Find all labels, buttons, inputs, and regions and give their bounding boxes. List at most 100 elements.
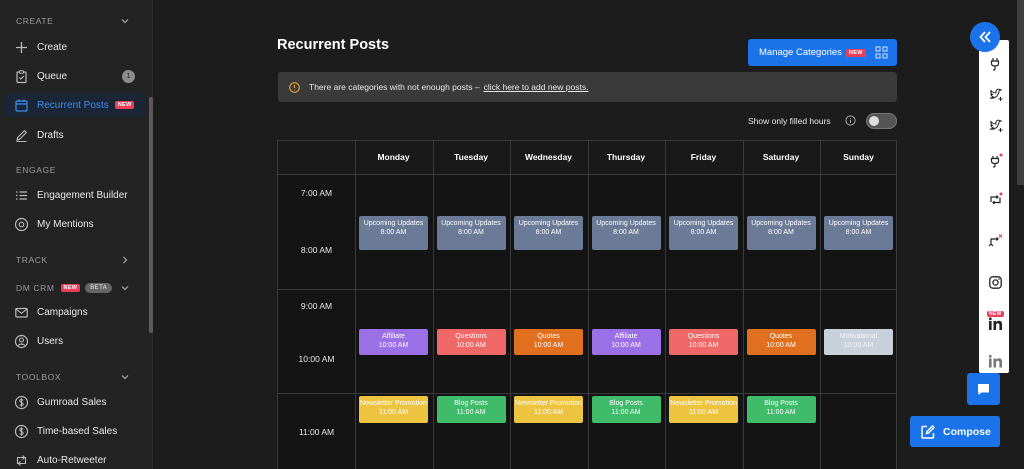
sidebar-item-users[interactable]: Users	[4, 329, 145, 353]
linkedin-icon[interactable]	[988, 354, 1003, 369]
slot-category: Upcoming Updates	[518, 220, 579, 227]
warning-text: There are categories with not enough pos…	[309, 82, 480, 92]
day-header-sunday: Sunday	[843, 152, 874, 162]
list-icon	[16, 190, 27, 200]
day-header-friday: Friday	[690, 152, 717, 162]
section-dm-crm[interactable]: DM CRM NEW BETA	[0, 278, 148, 298]
slot-time: 10:00 AM	[456, 341, 486, 349]
retweet-dot-icon[interactable]	[988, 192, 1003, 207]
recurrent-slot[interactable]: Affiliate 10:00 AM	[591, 329, 661, 355]
slot-time: 8:00 AM	[380, 228, 407, 236]
sidebar-scrollbar[interactable]	[149, 97, 153, 333]
recurrent-slot[interactable]: Upcoming Updates 8:00 AM	[824, 216, 893, 250]
page-scrollbar[interactable]	[1017, 0, 1024, 185]
section-engage[interactable]: ENGAGE	[0, 160, 148, 180]
recurrent-slot[interactable]: Upcoming Updates 8:00 AM	[359, 216, 428, 250]
info-icon[interactable]	[845, 115, 856, 126]
day-header-thursday: Thursday	[606, 152, 646, 162]
plug-dot-icon[interactable]	[988, 153, 1003, 168]
recurrent-slot[interactable]: Upcoming Updates 8:00 AM	[669, 216, 738, 250]
time-label: 8:00 AM	[300, 245, 333, 255]
linkedin-icon	[988, 317, 1002, 330]
slot-category: Affiliate	[382, 333, 405, 340]
sidebar-item-drafts[interactable]: Drafts	[4, 123, 145, 147]
add-posts-link[interactable]: click here to add new posts.	[483, 82, 589, 92]
slot-category: Newsletter Promotion	[515, 400, 582, 407]
double-chevron-left-icon	[979, 31, 991, 43]
grid-column-line	[820, 141, 821, 469]
sidebar-item-engagement-builder[interactable]: Engagement Builder	[4, 183, 145, 207]
recurrent-slot[interactable]: Blog Posts 11:00 AM	[746, 396, 816, 423]
sidebar-item-my-mentions[interactable]: My Mentions	[4, 212, 145, 236]
section-toolbox[interactable]: TOOLBOX	[0, 367, 148, 387]
pencil-icon	[16, 129, 28, 142]
warning-banner: There are categories with not enough pos…	[278, 72, 897, 102]
bird-plus-icon[interactable]	[988, 118, 1003, 133]
grid-row-line	[278, 174, 896, 175]
instagram-icon[interactable]	[988, 275, 1003, 290]
recurrent-slot[interactable]: Upcoming Updates 8:00 AM	[514, 216, 583, 250]
slot-time: 11:00 AM	[766, 408, 796, 416]
recurrent-slot[interactable]: Newsletter Promotion 11:00 AM	[669, 396, 738, 423]
slot-time: 10:00 AM	[611, 341, 641, 349]
sidebar-item-queue[interactable]: Queue 1	[4, 64, 145, 88]
slot-time: 8:00 AM	[690, 228, 717, 236]
slot-time: 11:00 AM	[378, 408, 409, 416]
sidebar-item-recurrent-posts[interactable]: Recurrent Posts NEW	[4, 93, 145, 117]
recurrent-slot[interactable]: Blog Posts 11:00 AM	[591, 396, 661, 423]
sidebar-item-auto-retweeter[interactable]: Auto-Retweeter	[4, 448, 145, 469]
recurrent-slot[interactable]: Blog Posts 11:00 AM	[436, 396, 506, 423]
sidebar-item-gumroad-sales[interactable]: Gumroad Sales	[4, 390, 145, 414]
slot-category: Questions	[687, 333, 720, 340]
slot-time: 8:00 AM	[845, 228, 872, 236]
sidebar-item-label: My Mentions	[37, 218, 94, 230]
day-header-saturday: Saturday	[762, 152, 800, 162]
recurrent-slot[interactable]: Newsletter Promotion 11:00 AM	[514, 396, 583, 423]
recurrent-slot[interactable]: Upcoming Updates 8:00 AM	[436, 216, 506, 250]
clipboard-icon	[16, 69, 27, 83]
retweet-icon	[16, 454, 27, 466]
slot-category: Affiliate	[614, 333, 638, 340]
slot-category: Upcoming Updates	[363, 220, 424, 227]
chevron-down-icon	[121, 375, 129, 380]
recurrent-slot[interactable]: Affiliate 10:00 AM	[359, 329, 428, 355]
dollar-icon	[14, 395, 29, 409]
chat-button[interactable]	[967, 373, 1000, 405]
recurrent-slot[interactable]: Questions 10:00 AM	[436, 329, 506, 355]
sidebar-item-time-based-sales[interactable]: Time-based Sales	[4, 419, 145, 443]
recurrent-slot[interactable]: Motivational 10:00 AM	[824, 329, 893, 355]
plug-icon[interactable]	[988, 56, 1003, 71]
section-label: CREATE	[16, 16, 54, 26]
slot-category: Newsletter Promotion	[670, 400, 737, 407]
recurrent-slot[interactable]: Upcoming Updates 8:00 AM	[746, 216, 816, 250]
retweet-x-icon[interactable]	[988, 233, 1003, 248]
recurrent-slot[interactable]: Upcoming Updates 8:00 AM	[591, 216, 661, 250]
page-title: Recurrent Posts	[277, 37, 390, 53]
manage-categories-button[interactable]: Manage Categories NEW	[748, 39, 897, 66]
compose-button[interactable]: Compose	[910, 416, 1000, 447]
account-rail: NEW	[979, 40, 1009, 373]
grid-row-line	[278, 289, 896, 290]
recurrent-slot[interactable]: Quotes 10:00 AM	[514, 329, 583, 355]
sidebar: CREATE Create Queue 1 Recurrent Posts NE…	[0, 0, 153, 469]
sidebar-item-campaigns[interactable]: Campaigns	[4, 300, 145, 324]
slot-time: 10:00 AM	[766, 341, 796, 349]
warning-icon	[289, 81, 300, 93]
bird-plus-icon[interactable]	[988, 87, 1003, 102]
recurrent-slot[interactable]: Newsletter Promotion 11:00 AM	[359, 396, 428, 423]
section-track[interactable]: TRACK	[0, 250, 148, 270]
time-label: 10:00 AM	[298, 354, 335, 364]
sidebar-item-label: Campaigns	[37, 306, 88, 318]
beta-badge: BETA	[85, 283, 113, 293]
recurrent-slot[interactable]: Questions 10:00 AM	[669, 329, 738, 355]
recurrent-slot[interactable]: Quotes 10:00 AM	[746, 329, 816, 355]
filled-hours-toggle[interactable]	[866, 113, 897, 129]
slot-category: Blog Posts	[764, 400, 798, 407]
sidebar-item-label: Gumroad Sales	[37, 396, 107, 408]
slot-category: Blog Posts	[609, 400, 643, 407]
section-label: TOOLBOX	[16, 372, 62, 382]
section-create[interactable]: CREATE	[0, 11, 148, 31]
sidebar-item-create[interactable]: Create	[4, 35, 145, 59]
collapse-rail-button[interactable]	[970, 22, 1000, 52]
section-label: DM CRM	[16, 283, 55, 293]
